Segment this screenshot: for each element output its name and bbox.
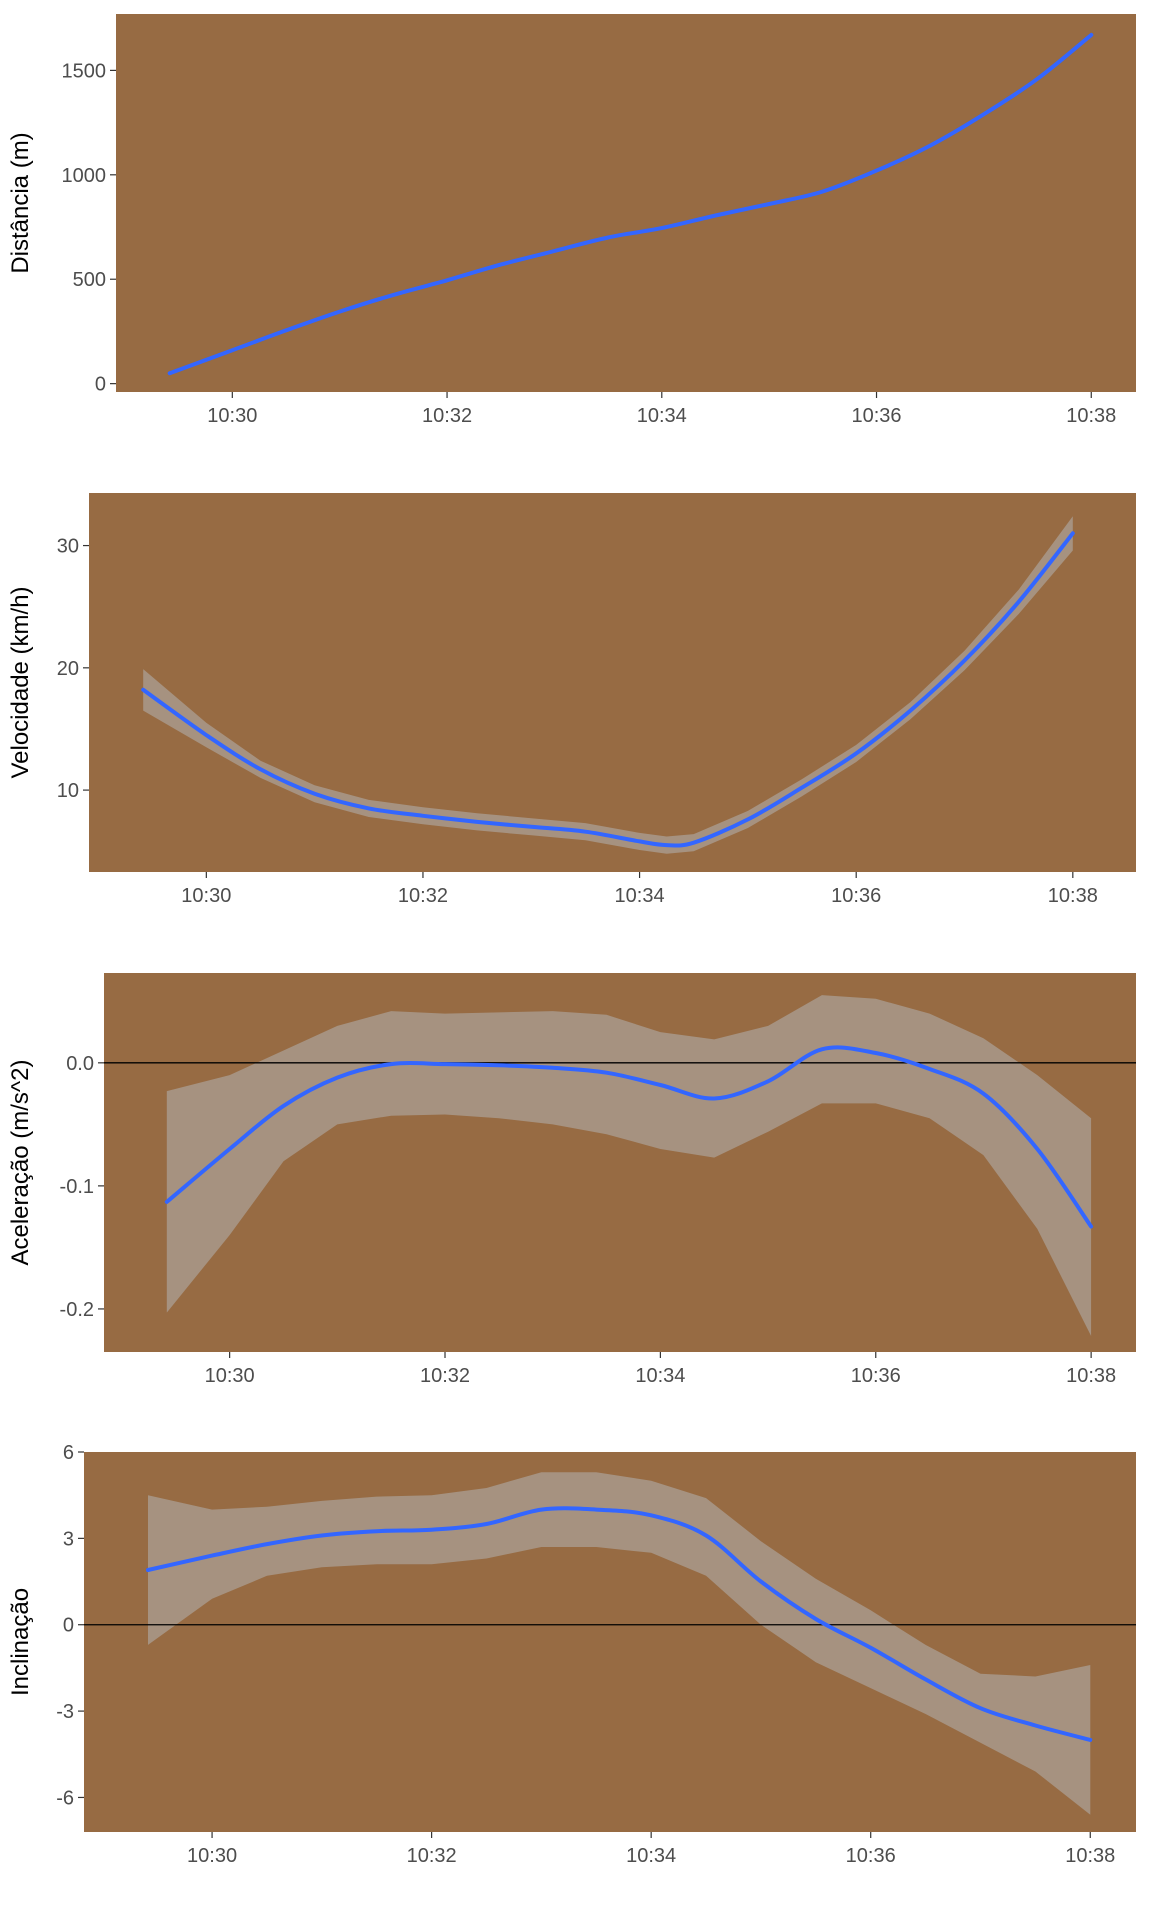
x-tick-label: 10:38 [1066, 405, 1116, 427]
x-tick-label: 10:36 [846, 1845, 896, 1867]
y-tick-label: 0.0 [66, 1053, 94, 1075]
y-axis-title: Inclinação [7, 1588, 34, 1696]
x-tick-label: 10:32 [407, 1845, 457, 1867]
x-tick-label: 10:34 [626, 1845, 676, 1867]
y-axis-title: Velocidade (km/h) [7, 586, 34, 778]
y-tick-label: 0 [95, 374, 106, 396]
chart-panel: 10 20 30 10:30 10:32 10:34 10:36 10:38 Velocidad… [7, 493, 1136, 907]
y-tick-label: 1000 [62, 165, 107, 187]
y-tick-label: 0 [63, 1615, 74, 1637]
y-tick-label: -0.2 [60, 1299, 94, 1321]
x-tick-label: 10:34 [637, 405, 687, 427]
y-axis-title: Distância (m) [7, 132, 34, 273]
x-tick-label: 10:34 [615, 885, 665, 907]
chart-panel: 0 500 1000 1500 10:30 10:32 10:34 10:36 10:38 Dis… [7, 14, 1136, 427]
y-tick-label: 3 [63, 1528, 74, 1550]
plot-background [89, 493, 1136, 872]
plot-area [141, 516, 1075, 854]
x-tick-label: 10:30 [187, 1845, 237, 1867]
x-tick-label: 10:36 [831, 885, 881, 907]
y-tick-label: -0.1 [60, 1176, 94, 1198]
x-tick-label: 10:36 [851, 405, 901, 427]
plot-area [84, 1472, 1136, 1815]
confidence-band [148, 1472, 1091, 1815]
x-tick-label: 10:32 [422, 405, 472, 427]
x-tick-label: 10:30 [207, 405, 257, 427]
x-tick-label: 10:34 [635, 1365, 685, 1387]
plot-area [167, 32, 1094, 376]
x-tick-label: 10:32 [420, 1365, 470, 1387]
y-tick-label: 20 [57, 658, 79, 680]
x-tick-label: 10:32 [398, 885, 448, 907]
chart-panel: -0.2 -0.1 0.0 10:30 10:32 10:34 10:36 10:38 Acel… [7, 973, 1136, 1387]
series-line [141, 531, 1075, 848]
series-line [164, 1045, 1094, 1229]
x-tick-label: 10:38 [1066, 1365, 1116, 1387]
y-axis-title: Aceleração (m/s^2) [7, 1060, 34, 1266]
confidence-band [143, 516, 1073, 854]
series-line [167, 32, 1094, 376]
y-tick-label: 1500 [62, 60, 107, 82]
y-tick-label: 10 [57, 780, 79, 802]
chart-panel: -6 -3 0 3 6 10:30 10:32 10:34 10:36 10:38 Inclinaç… [7, 1442, 1136, 1867]
x-tick-label: 10:38 [1065, 1845, 1115, 1867]
x-tick-label: 10:36 [851, 1365, 901, 1387]
y-tick-label: -6 [56, 1787, 74, 1809]
x-tick-label: 10:30 [181, 885, 231, 907]
y-tick-label: 30 [57, 536, 79, 558]
y-tick-label: 500 [73, 269, 106, 291]
plot-area [104, 995, 1136, 1336]
y-tick-label: -3 [56, 1701, 74, 1723]
y-tick-label: 6 [63, 1442, 74, 1464]
x-tick-label: 10:30 [205, 1365, 255, 1387]
series-line [146, 1506, 1093, 1742]
x-tick-label: 10:38 [1048, 885, 1098, 907]
confidence-band [166, 995, 1092, 1336]
